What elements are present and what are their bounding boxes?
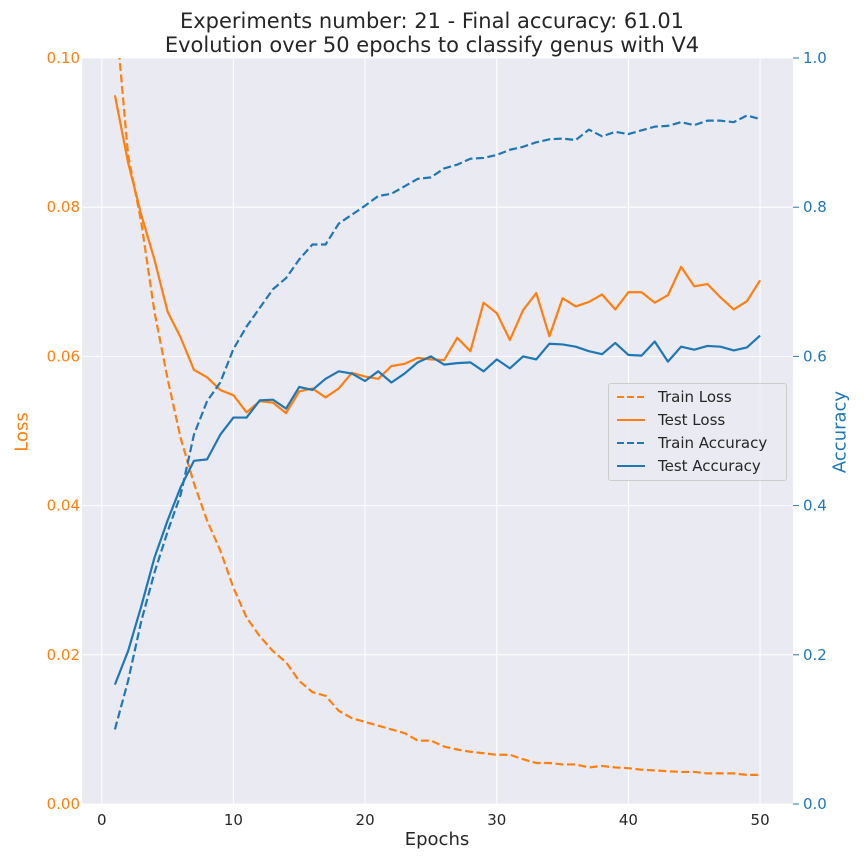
y-right-tick-label-2: 0.4 [803, 497, 827, 515]
x-tick-label-5: 50 [751, 811, 770, 829]
legend-swatch-test-accuracy [617, 465, 645, 467]
y-left-tick-label-3: 0.06 [47, 347, 80, 365]
legend-swatch-train-loss [617, 396, 645, 398]
legend-item-train-accuracy: Train Accuracy [617, 432, 767, 454]
legend: Train Loss Test Loss Train Accuracy Test… [608, 383, 787, 481]
x-tick-label-4: 40 [619, 811, 638, 829]
legend-item-test-loss: Test Loss [617, 409, 725, 431]
legend-item-test-accuracy: Test Accuracy [617, 455, 761, 477]
legend-label-train-loss: Train Loss [658, 388, 732, 406]
y-right-tick-label-1: 0.2 [803, 646, 827, 664]
series-line-train-loss [118, 58, 761, 777]
x-tick-label-2: 20 [356, 811, 375, 829]
y-axis-label-left: Loss [11, 412, 33, 452]
y-axis-label-right: Accuracy [829, 390, 851, 474]
legend-label-test-loss: Test Loss [658, 411, 726, 429]
y-left-tick-label-2: 0.04 [47, 497, 80, 515]
chart-title: Experiments number: 21 - Final accuracy:… [179, 9, 685, 33]
series-line-test-accuracy [113, 334, 761, 686]
legend-swatch-test-loss [617, 419, 645, 421]
x-tick-label-1: 10 [224, 811, 243, 829]
x-tick-label-0: 0 [97, 811, 107, 829]
legend-item-train-loss: Train Loss [617, 386, 732, 408]
legend-swatch-train-accuracy [617, 442, 645, 444]
y-right-tick-label-3: 0.6 [803, 347, 827, 365]
legend-label-train-accuracy: Train Accuracy [658, 434, 768, 452]
y-left-tick-label-0: 0.00 [47, 795, 80, 813]
x-axis-label: Epochs [404, 829, 470, 850]
x-tick-label-3: 30 [487, 811, 506, 829]
chart-subtitle: Evolution over 50 epochs to classify gen… [164, 33, 700, 57]
y-left-tick-label-5: 0.10 [47, 49, 80, 67]
y-right-tick-label-4: 0.8 [803, 198, 827, 216]
y-right-tick-label-0: 0.0 [803, 795, 827, 813]
y-left-tick-label-4: 0.08 [47, 198, 80, 216]
y-right-tick-label-5: 1.0 [803, 49, 827, 67]
legend-label-test-accuracy: Test Accuracy [658, 457, 761, 475]
series-line-train-accuracy [113, 114, 761, 730]
y-left-tick-label-1: 0.02 [47, 646, 80, 664]
